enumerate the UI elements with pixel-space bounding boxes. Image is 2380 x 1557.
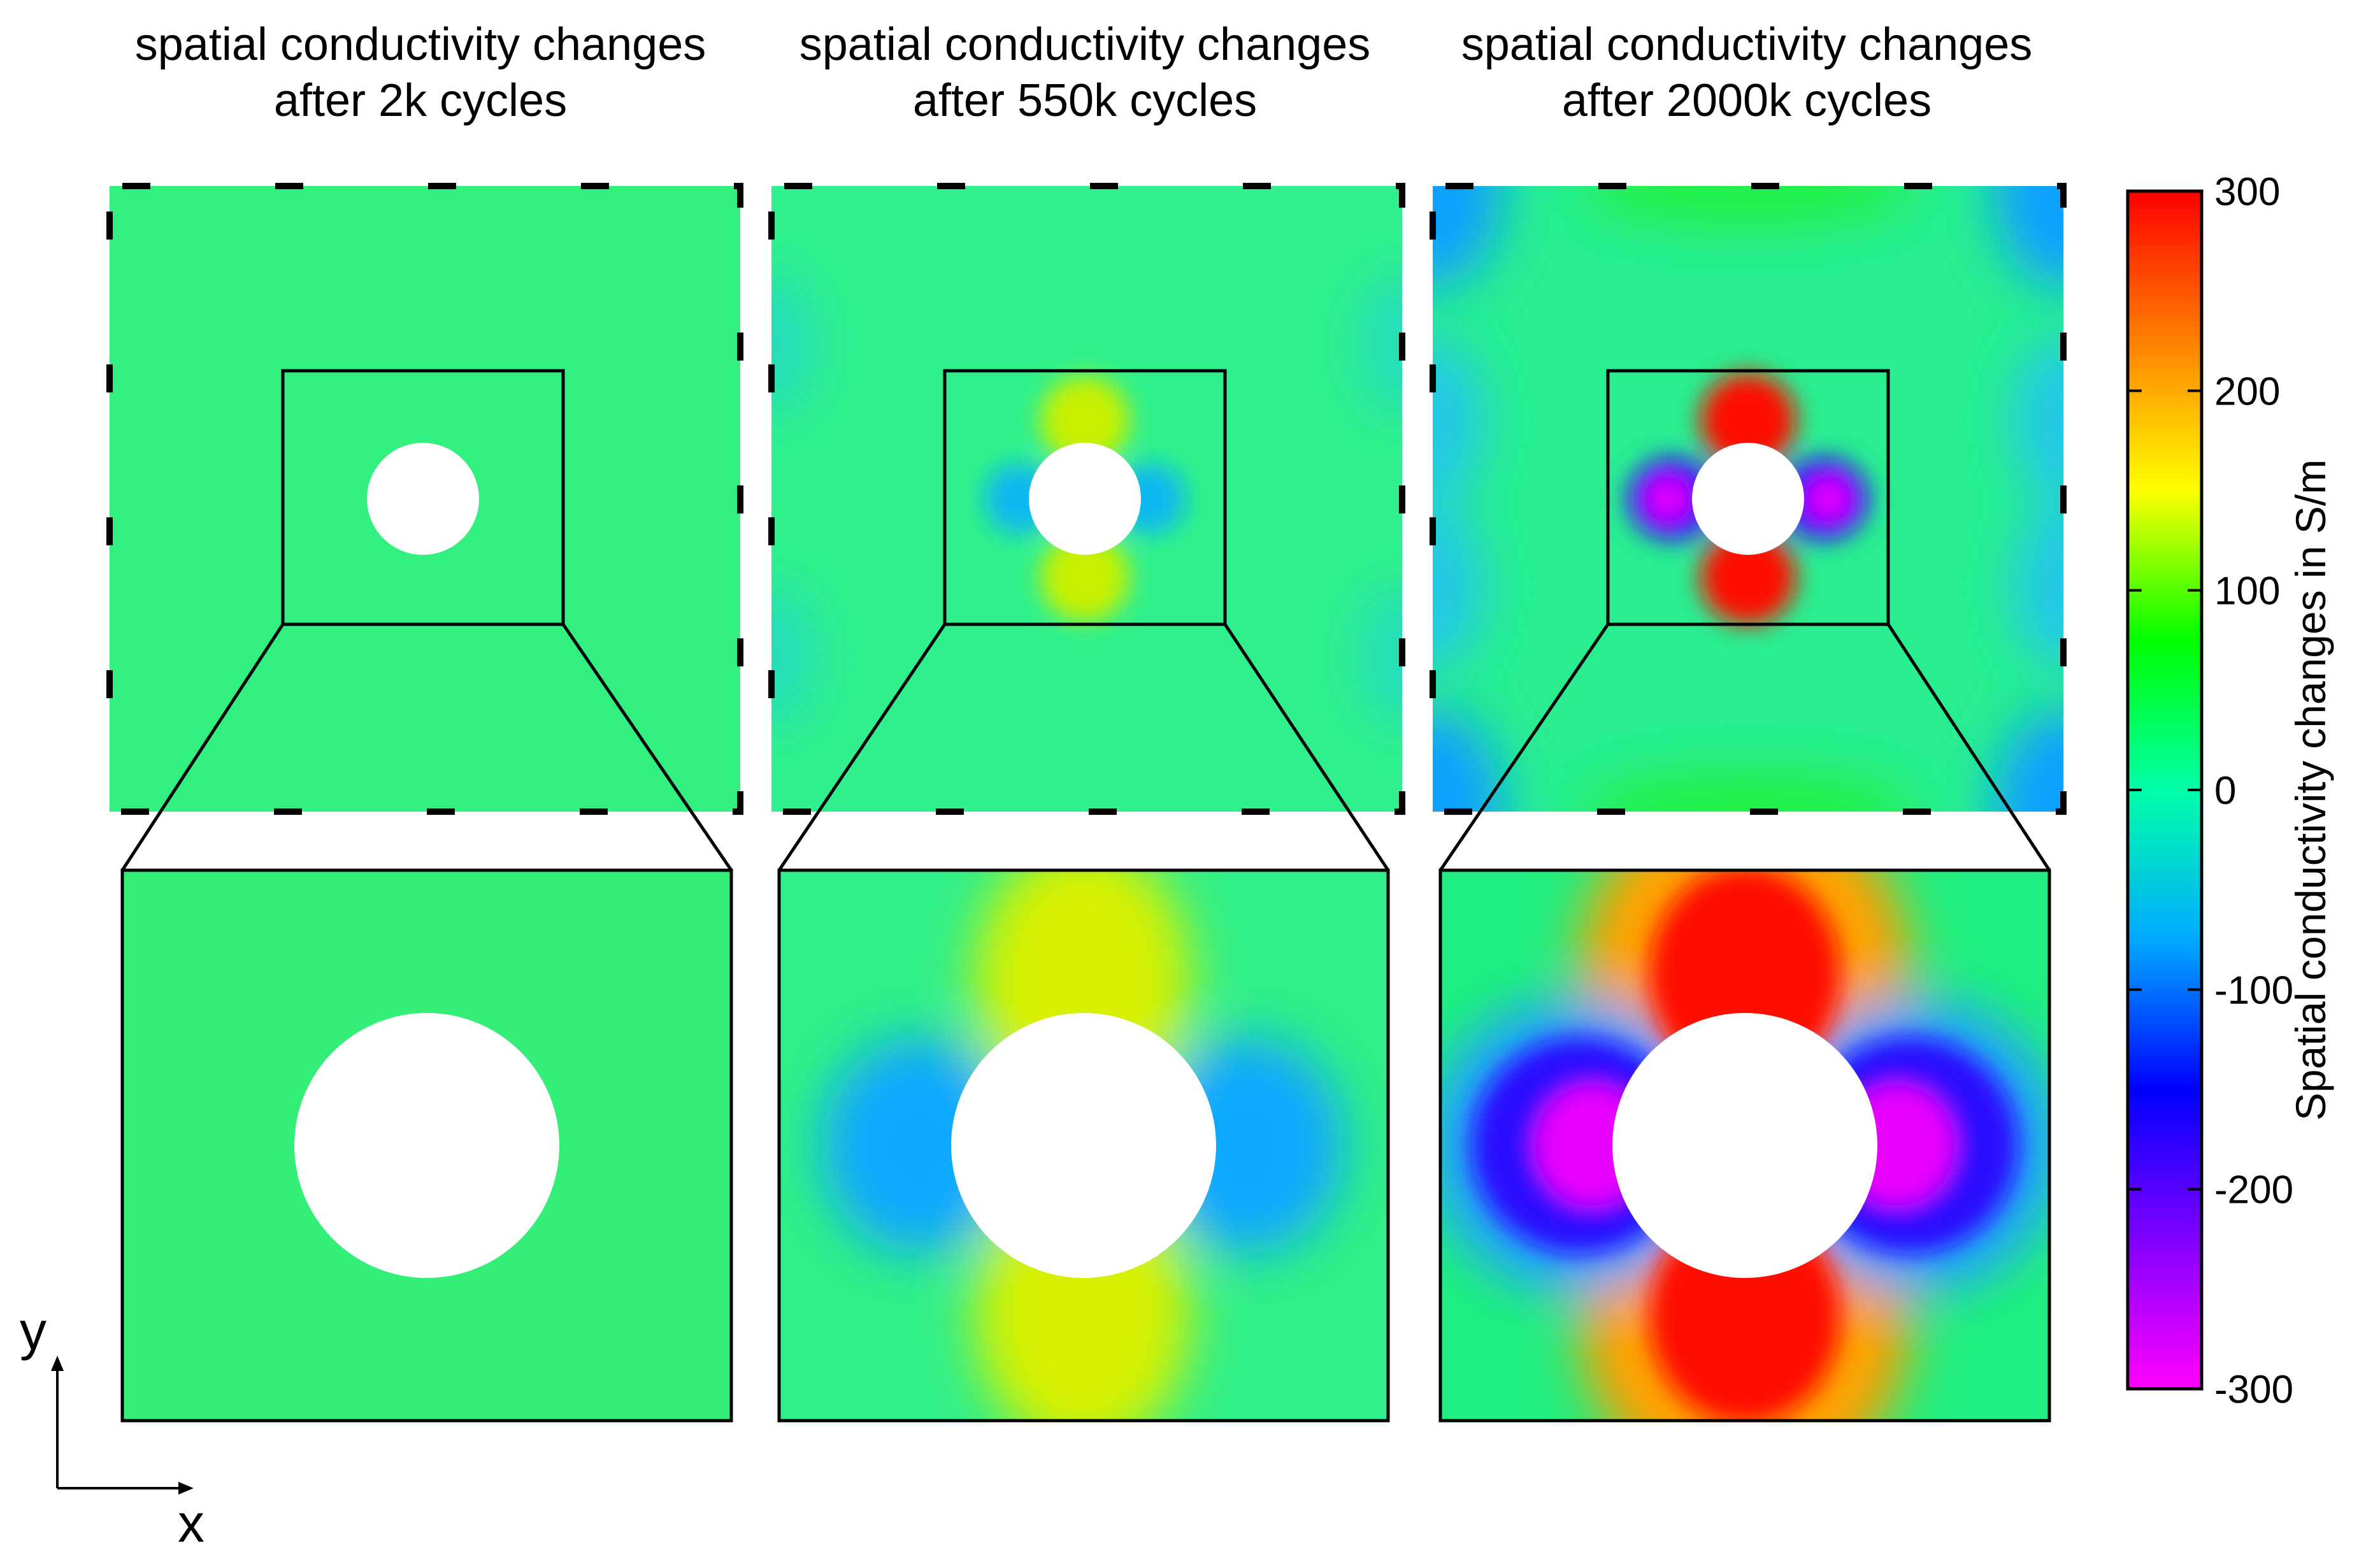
colorbar-tick-label: -200 (2214, 1168, 2293, 1212)
panel-title-2k-line2: after 2k cycles (273, 75, 568, 126)
zoom-connector-right-550k (1223, 623, 1390, 872)
axes-indicator: y x (20, 1301, 204, 1553)
zoom-window-2k (281, 369, 565, 626)
panel-title-2k-line1: spatial conductivity changes (134, 19, 706, 70)
panel-550k (768, 183, 1405, 1423)
zoom-window-550k (943, 369, 1227, 626)
panel-title-550k-line1: spatial conductivity changes (799, 19, 1371, 70)
y-arrowhead (51, 1356, 64, 1371)
colorbar-tick-label: -100 (2214, 968, 2293, 1012)
zoom-connector-right-2k (561, 623, 733, 872)
colorbar-label: Spatial conductivity changes in S/m (2287, 459, 2334, 1121)
colorbar: 300 200 100 0 -100 -200 -300 Spatial conductiv… (2126, 170, 2334, 1412)
colorbar-ticks: 300 200 100 0 -100 -200 -300 (2128, 170, 2293, 1412)
colorbar-tick-label: 100 (2214, 570, 2280, 613)
colorbar-tick-label: 200 (2214, 370, 2280, 413)
overview-frame-2000k (1430, 183, 2067, 815)
panel-2k (106, 183, 743, 1423)
colorbar-tick-label: -300 (2214, 1368, 2293, 1412)
panel-title-2k: spatial conductivity changes after 2k cy… (89, 17, 752, 129)
hole-2000k (1692, 443, 1804, 555)
colorbar-tick-label: 0 (2214, 769, 2236, 813)
zoom-hole-550k (951, 1013, 1216, 1278)
panel-title-2000k-line1: spatial conductivity changes (1461, 19, 2033, 70)
overview-map-550k (771, 186, 1402, 812)
zoom-connector-left-550k (777, 623, 947, 872)
zoom-frame-550k (777, 868, 1390, 1423)
hole-550k (1029, 443, 1141, 555)
zoom-connector-left-2000k (1438, 623, 1610, 872)
x-arrowhead (178, 1482, 194, 1495)
zoom-hole-2000k (1612, 1013, 1877, 1278)
hole-2k (367, 443, 479, 555)
panel-2000k (1430, 183, 2067, 1423)
zoom-hole-2k (294, 1013, 559, 1278)
panel-title-550k: spatial conductivity changes after 550k … (754, 17, 1416, 129)
colorbar-tick-label: 300 (2214, 170, 2280, 214)
panel-title-2000k-line2: after 2000k cycles (1561, 75, 1932, 126)
zoom-frame-2000k (1438, 868, 2051, 1423)
zoom-frame-2k (120, 868, 733, 1423)
x-axis-label: x (178, 1493, 204, 1553)
overview-frame-2k (106, 183, 743, 815)
panel-title-550k-line2: after 550k cycles (912, 75, 1258, 126)
y-axis-label: y (20, 1301, 47, 1361)
overview-frame-550k (768, 183, 1405, 815)
zoom-connector-right-2000k (1886, 623, 2051, 872)
zoom-window-2000k (1606, 369, 1890, 626)
panel-title-2000k: spatial conductivity changes after 2000k… (1416, 17, 2078, 129)
zoom-connector-left-2k (120, 623, 285, 872)
